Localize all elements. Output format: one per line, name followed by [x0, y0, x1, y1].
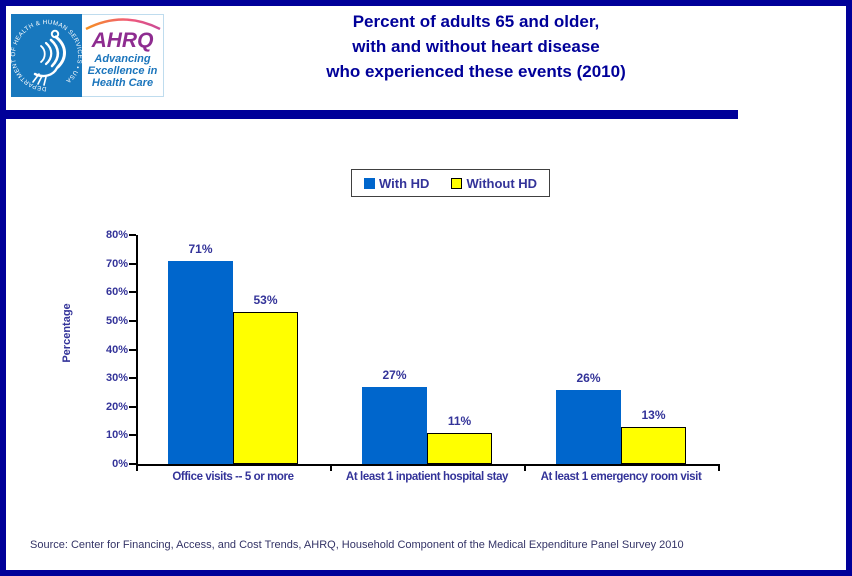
hhs-ring-text: DEPARTMENT OF HEALTH & HUMAN SERVICES • … — [10, 19, 83, 92]
ahrq-acronym: AHRQ — [91, 29, 154, 52]
x-tick-mark-icon — [136, 466, 138, 471]
hhs-seal: DEPARTMENT OF HEALTH & HUMAN SERVICES • … — [10, 14, 83, 97]
ahrq-arc-icon — [84, 18, 161, 30]
ahrq-tagline-line: Advancing — [94, 53, 151, 65]
bar-with-hd — [168, 261, 233, 464]
y-tick-label: 50% — [105, 315, 128, 327]
bar-value-label: 27% — [382, 368, 407, 382]
y-tick-mark-icon — [129, 291, 136, 293]
ahrq-tagline: Advancing Excellence in Health Care — [88, 53, 158, 89]
hhs-eagle-icon: DEPARTMENT OF HEALTH & HUMAN SERVICES • … — [10, 19, 83, 92]
bar-value-label: 53% — [253, 293, 278, 307]
page-title: Percent of adults 65 and older, with and… — [176, 9, 776, 84]
y-tick-mark-icon — [129, 463, 136, 465]
legend-swatch-with-hd-icon — [364, 177, 375, 189]
bar-without-hd — [233, 312, 298, 464]
page-title-line: who experienced these events (2010) — [326, 62, 626, 81]
bar-with-hd — [362, 387, 427, 464]
legend-label: Without HD — [466, 175, 538, 191]
ahrq-tagline-line: Excellence in — [87, 65, 158, 77]
bar-value-label: 13% — [641, 408, 666, 422]
plot-area — [136, 235, 720, 466]
y-tick-label: 10% — [105, 429, 128, 441]
y-tick-label: 30% — [105, 372, 128, 384]
bar-value-label: 11% — [447, 414, 472, 428]
y-tick-mark-icon — [129, 263, 136, 265]
bar-with-hd — [556, 390, 621, 464]
bar-without-hd — [621, 427, 686, 464]
x-category-label: At least 1 inpatient hospital stay — [345, 471, 509, 483]
y-tick-label: 40% — [105, 344, 128, 356]
x-tick-mark-icon — [330, 466, 332, 471]
bar-value-label: 71% — [188, 242, 213, 256]
chart-legend: With HD Without HD — [351, 169, 551, 197]
x-category-label: At least 1 emergency room visit — [540, 471, 702, 483]
bar-value-label: 26% — [576, 371, 601, 385]
legend-item-without-hd: Without HD — [451, 176, 537, 191]
y-tick-label: 60% — [105, 286, 128, 298]
y-tick-label: 0% — [112, 458, 128, 470]
y-axis-title: Percentage — [61, 303, 73, 363]
legend-swatch-without-hd-icon — [451, 177, 463, 189]
ahrq-logo: AHRQ Advancing Excellence in Health Care — [82, 14, 164, 97]
page-title-line: Percent of adults 65 and older, — [352, 12, 600, 31]
svg-text:DEPARTMENT OF HEALTH & HUMAN S: DEPARTMENT OF HEALTH & HUMAN SERVICES • … — [11, 19, 82, 92]
page-title-line: with and without heart disease — [352, 37, 600, 56]
ahrq-tagline-line: Health Care — [91, 77, 154, 89]
source-note: Source: Center for Financing, Access, an… — [30, 539, 684, 551]
x-category-label: Office visits -- 5 or more — [172, 471, 294, 483]
legend-item-with-hd: With HD — [364, 176, 429, 191]
y-tick-label: 20% — [105, 401, 128, 413]
x-tick-mark-icon — [524, 466, 526, 471]
y-tick-mark-icon — [129, 406, 136, 408]
y-tick-mark-icon — [129, 349, 136, 351]
y-tick-mark-icon — [129, 434, 136, 436]
y-tick-label: 80% — [105, 229, 128, 241]
bar-without-hd — [427, 433, 492, 464]
legend-label: With HD — [379, 175, 430, 191]
header-divider — [6, 110, 738, 119]
x-tick-mark-icon — [718, 466, 720, 471]
y-tick-mark-icon — [129, 320, 136, 322]
y-tick-mark-icon — [129, 377, 136, 379]
y-tick-mark-icon — [129, 234, 136, 236]
ahrq-hhs-logo: DEPARTMENT OF HEALTH & HUMAN SERVICES • … — [10, 14, 164, 97]
y-tick-label: 70% — [105, 258, 128, 270]
